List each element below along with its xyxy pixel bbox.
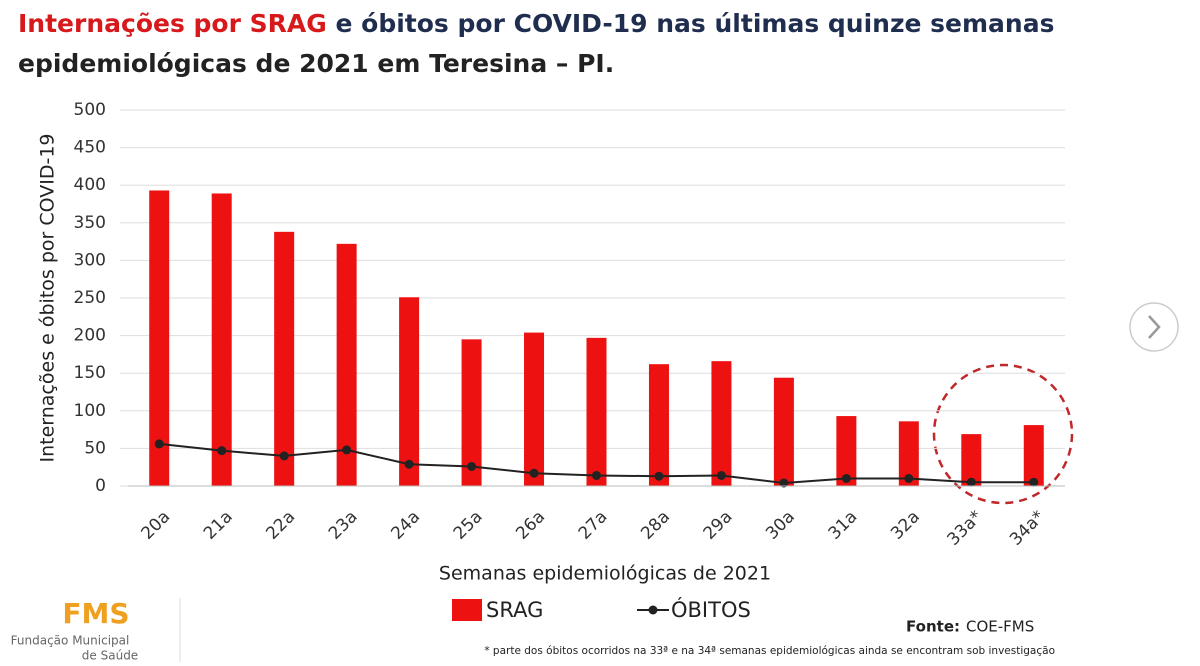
x-tick-label: 20a: [137, 507, 174, 544]
line-marker: [966, 477, 976, 487]
line-marker: [154, 439, 164, 449]
bar: [149, 190, 170, 487]
y-tick-label: 100: [74, 401, 106, 421]
x-tick-label: 29a: [700, 507, 737, 544]
title-part: Internações por SRAG: [18, 9, 327, 38]
chart-title: Internações por SRAG e óbitos por COVID-…: [18, 9, 1054, 38]
y-tick-label: 500: [74, 100, 106, 120]
highlight-circle: [932, 363, 1074, 505]
line-marker: [841, 473, 851, 483]
bar: [711, 361, 732, 486]
bar: [648, 364, 669, 486]
x-tick-label: 32a: [887, 507, 924, 544]
source: COE-FMS: [966, 618, 1034, 636]
x-tick-label: 23a: [325, 507, 362, 544]
x-tick-label: 21a: [200, 507, 237, 544]
legend-swatch: [648, 605, 658, 615]
x-tick-label: 30a: [762, 507, 799, 544]
line-marker: [1029, 477, 1039, 487]
next-button-circle[interactable]: [1129, 302, 1179, 352]
source-label: Fonte:: [906, 618, 960, 636]
y-tick-label: 350: [74, 213, 106, 233]
line-marker: [779, 478, 789, 488]
footnote: * parte dos óbitos ocorridos na 33ª e na…: [484, 645, 1055, 657]
bar: [524, 332, 545, 486]
y-tick-label: 450: [74, 138, 106, 158]
bar: [898, 421, 919, 486]
line-marker: [529, 468, 539, 478]
title-part: e óbitos por COVID-19 nas últimas quinze…: [335, 9, 1054, 38]
title-part: epidemiológicas de 2021 em Teresina – PI…: [18, 49, 614, 78]
line-marker: [904, 473, 914, 483]
next-icon[interactable]: [1148, 315, 1161, 339]
legend-label: SRAG: [486, 598, 543, 622]
x-tick-label: 26a: [512, 507, 549, 544]
bar: [1023, 425, 1044, 486]
y-tick-label: 400: [74, 175, 106, 195]
bar: [461, 339, 482, 486]
y-tick-label: 300: [74, 250, 106, 270]
next-button[interactable]: [1129, 302, 1179, 352]
x-tick-label: 33a*: [944, 507, 987, 550]
logo-name: FMS: [62, 597, 129, 630]
bar: [586, 337, 607, 486]
x-tick-label: 27a: [575, 507, 612, 544]
legend-swatch: [452, 599, 482, 621]
y-tick-label: 250: [74, 288, 106, 308]
line-marker: [342, 445, 352, 455]
bar: [211, 193, 232, 487]
line-marker: [467, 461, 477, 471]
line-marker: [404, 459, 414, 469]
line-marker: [279, 451, 289, 461]
y-tick-label: 200: [74, 326, 106, 346]
line-marker: [654, 471, 664, 481]
bar: [773, 377, 794, 486]
x-tick-label: 24a: [387, 507, 424, 544]
x-tick-label: 34a*: [1006, 507, 1049, 550]
y-axis-label: Internações e óbitos por COVID-19: [37, 133, 59, 462]
legend-label: ÓBITOS: [671, 597, 751, 622]
bar: [961, 434, 982, 486]
line-marker: [592, 470, 601, 480]
y-tick-label: 150: [74, 363, 106, 383]
line-marker: [716, 470, 726, 480]
bar: [336, 243, 357, 486]
logo-text: de Saúde: [82, 649, 138, 663]
line-marker: [217, 446, 227, 456]
y-tick-label: 50: [84, 438, 106, 458]
x-tick-label: 22a: [262, 507, 299, 544]
x-tick-label: 28a: [637, 507, 674, 544]
bar: [836, 416, 857, 486]
bar: [274, 231, 295, 486]
x-tick-label: 31a: [825, 507, 862, 544]
x-tick-label: 25a: [450, 507, 487, 544]
logo-text: Fundação Municipal: [11, 634, 130, 648]
x-axis-label: Semanas epidemiológicas de 2021: [439, 563, 771, 585]
bar: [399, 297, 420, 486]
y-tick-label: 0: [95, 476, 106, 496]
